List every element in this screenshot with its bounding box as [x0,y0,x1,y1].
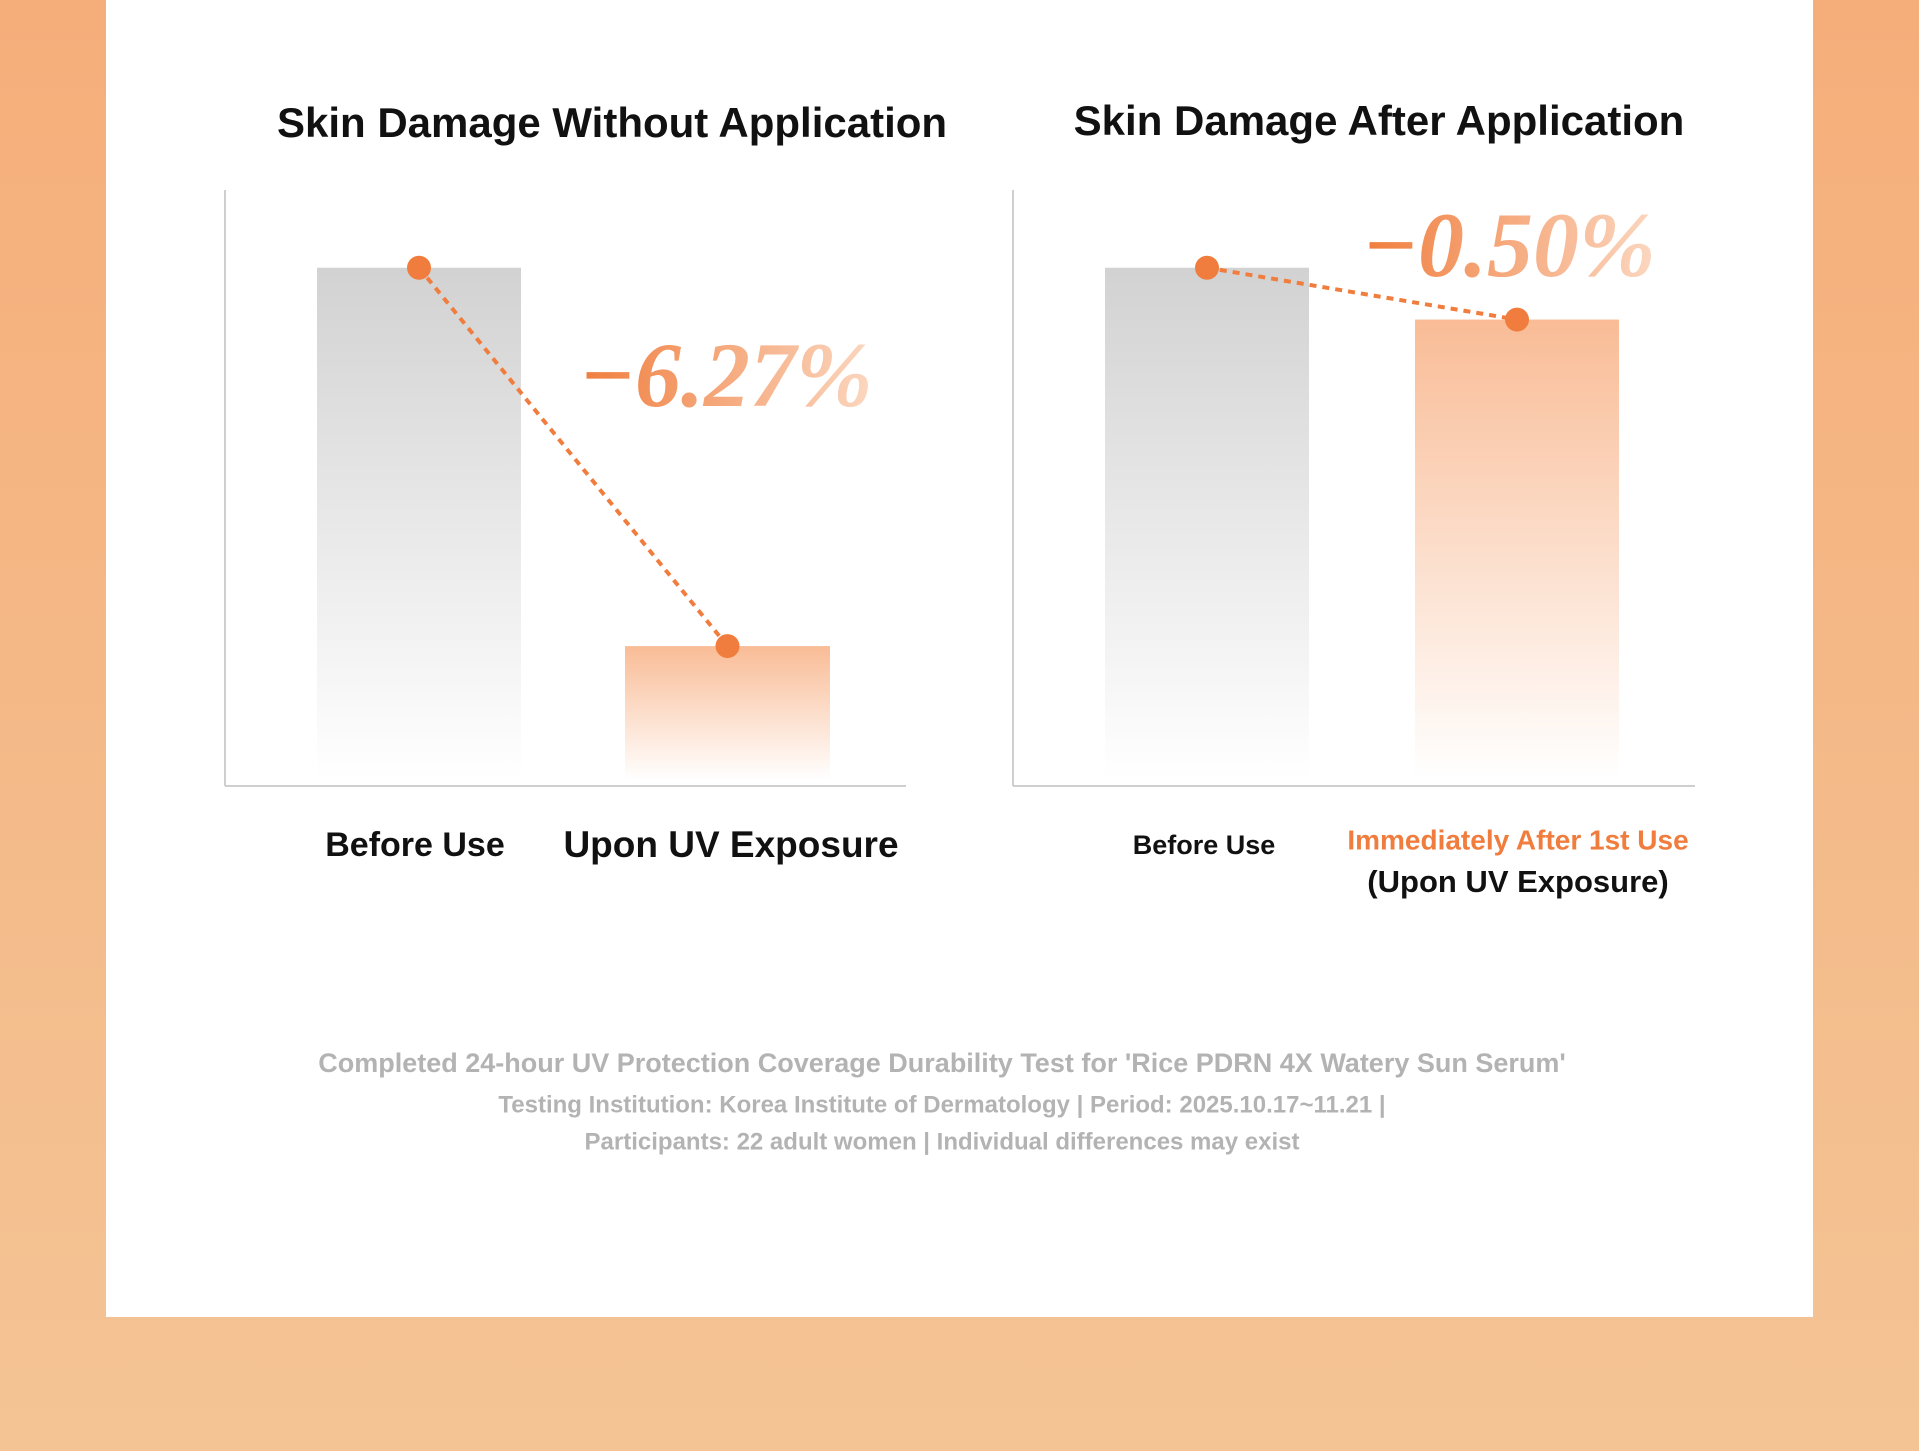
change-annotation: −0.50% [1362,194,1655,296]
trend-line [417,266,730,648]
x-tick-label: Upon UV Exposure [563,824,898,865]
change-annotation: −6.27% [579,324,872,426]
x-tick-sublabel: (Upon UV Exposure) [1367,864,1668,899]
footnote-line: Testing Institution: Korea Institute of … [498,1091,1385,1118]
bar [1105,267,1309,780]
footnote-line: Completed 24-hour UV Protection Coverage… [318,1048,1566,1078]
chart-title: Skin Damage Without Application [277,99,947,146]
x-tick-label: Immediately After 1st Use [1347,824,1688,855]
bar [317,267,521,780]
footnote-line: Participants: 22 adult women | Individua… [585,1128,1300,1155]
marker [1505,307,1529,332]
x-tick-label: Before Use [1133,830,1276,860]
marker [407,255,431,280]
bar [1415,319,1619,780]
chart-title: Skin Damage After Application [1074,97,1685,144]
trend-line [1206,265,1518,322]
marker [715,634,740,659]
charts: Skin Damage Without Application Before Us… [224,97,1695,899]
x-tick-label: Before Use [325,826,505,864]
footnote: Completed 24-hour UV Protection Coverage… [318,1048,1566,1155]
marker [1195,255,1219,280]
bar [625,646,830,780]
